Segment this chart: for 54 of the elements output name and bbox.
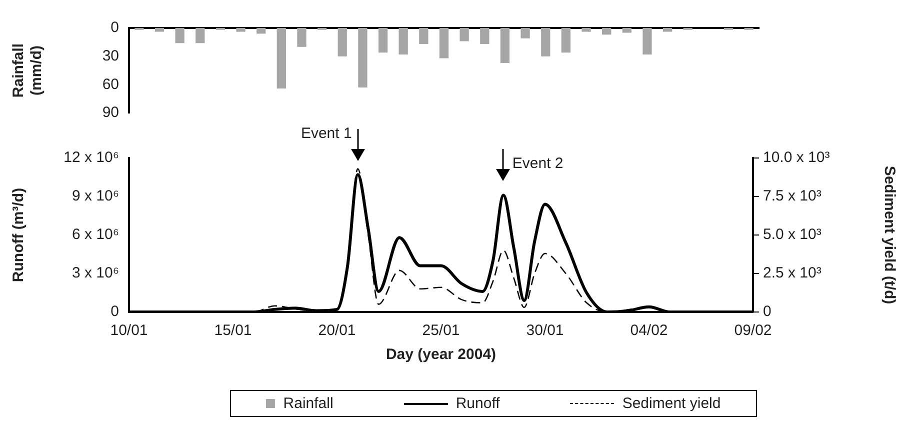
bar [419, 28, 428, 44]
bar [338, 28, 347, 56]
bar [175, 28, 184, 44]
y2-tick-label: 10.0 x 10³ [763, 149, 830, 166]
bar [520, 28, 530, 38]
y-tick-label: 0 [110, 303, 119, 320]
legend-label: Rainfall [283, 395, 334, 412]
legend-label: Runoff [456, 395, 500, 412]
bar [541, 28, 550, 56]
bar [662, 28, 672, 32]
y-tick-label: 6 x 10⁶ [72, 226, 119, 244]
bar [196, 28, 205, 44]
annotation: Event 1 [300, 124, 352, 142]
bar [378, 28, 388, 53]
bar [642, 28, 652, 54]
x-tick-label: 04/02 [630, 322, 668, 340]
y2-axis-title: Sediment yield (t/d) [880, 166, 898, 304]
bar [561, 28, 571, 53]
y2-tick-label: 7.5 x 10³ [763, 188, 822, 205]
y2-tick-label: 2.5 x 10³ [763, 264, 822, 282]
x-tick-label: 09/02 [734, 322, 772, 340]
bar [602, 28, 612, 35]
bar [358, 28, 368, 88]
x-tick-label: 25/01 [422, 322, 460, 340]
bar [276, 28, 286, 88]
y-axis-title: Runoff (m³/d) [10, 188, 28, 282]
y-tick-label: 0 [110, 19, 119, 36]
bar [439, 28, 449, 58]
y-tick-label: 12 x 10⁶ [64, 149, 119, 166]
y-tick-label: 30 [102, 47, 119, 64]
bar [460, 28, 469, 42]
bar [582, 28, 591, 32]
y2-tick-label: 0 [763, 303, 772, 320]
x-tick-label: 15/01 [214, 322, 252, 340]
y-tick-label: 60 [102, 76, 119, 93]
bar [256, 28, 266, 34]
bar [622, 28, 632, 33]
y-tick-label: 9 x 10⁶ [72, 188, 119, 205]
y-axis-title: Rainfall (mm/d) [10, 43, 46, 98]
annotation: Event 2 [512, 155, 564, 172]
legend-label: Sediment yield [622, 395, 721, 412]
x-tick-label: 30/01 [526, 322, 564, 340]
bar [480, 28, 490, 44]
bar [154, 28, 164, 32]
y-tick-label: 3 x 10⁶ [72, 264, 119, 282]
x-tick-label: 20/01 [318, 322, 356, 340]
bar [398, 28, 408, 54]
bar [236, 28, 246, 32]
y-tick-label: 90 [102, 104, 119, 122]
y2-tick-label: 5.0 x 10³ [763, 226, 822, 244]
x-tick-label: 10/01 [110, 322, 148, 340]
bar [297, 28, 306, 47]
bar [500, 28, 510, 63]
x-axis-title: Day (year 2004) [386, 346, 496, 364]
